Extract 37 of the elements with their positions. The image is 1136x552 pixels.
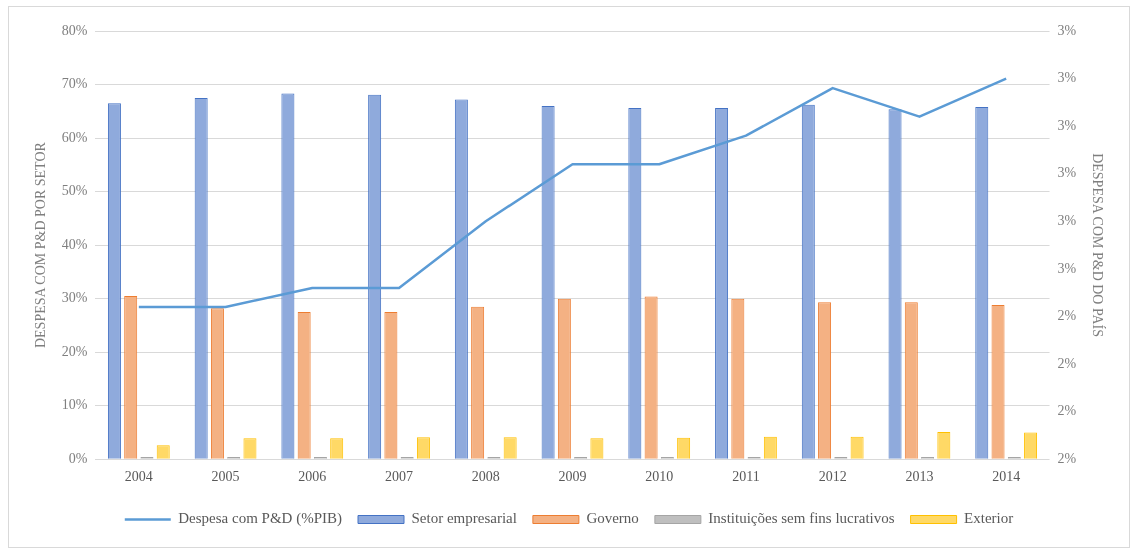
x-tick-label: 2012 [818,469,847,485]
y-axis-title: DESPESA COM P&D POR SETOR [33,141,49,349]
y-tick-label: 0% [68,450,88,466]
y2-tick-label: 3% [1057,260,1077,276]
y2-tick-label: 2% [1057,403,1077,419]
legend-label: Exterior [964,510,1014,527]
y-tick-label: 40% [61,236,88,252]
y-tick-label: 50% [61,183,88,199]
x-tick-label: 2014 [992,469,1021,485]
x-tick-label: 2006 [298,469,327,485]
x-tick-label: 2011 [732,469,760,485]
legend-label: Instituições sem fins lucrativos [708,510,895,527]
y-tick-label: 30% [61,290,88,306]
x-tick-label: 2008 [471,469,500,485]
x-tick-label: 2013 [905,469,934,485]
x-tick-label: 2009 [558,469,587,485]
x-tick-label: 2004 [124,469,153,485]
y2-tick-label: 3% [1057,212,1077,228]
legend-label: Setor empresarial [411,510,517,527]
x-tick-label: 2010 [645,469,674,485]
y2-tick-label: 2% [1057,450,1077,466]
y-tick-label: 10% [61,397,88,413]
y2-tick-label: 3% [1057,165,1077,181]
x-tick-label: 2007 [385,469,414,485]
legend-label: Governo [586,510,639,527]
x-tick-label: 2005 [211,469,240,485]
y2-tick-label: 3% [1057,70,1077,86]
y2-tick-label: 2% [1057,355,1077,371]
y-tick-label: 80% [61,22,88,38]
y-tick-label: 70% [61,76,88,92]
y-tick-label: 20% [61,343,88,359]
y2-tick-label: 2% [1057,308,1077,324]
legend-label: Despesa com P&D (%PIB) [178,510,343,528]
y2-axis-title: DESPESA COM P&D DO PAÍS [1089,153,1106,338]
y2-tick-label: 3% [1057,117,1077,133]
y2-tick-label: 3% [1057,22,1077,38]
y-tick-label: 60% [61,129,88,145]
